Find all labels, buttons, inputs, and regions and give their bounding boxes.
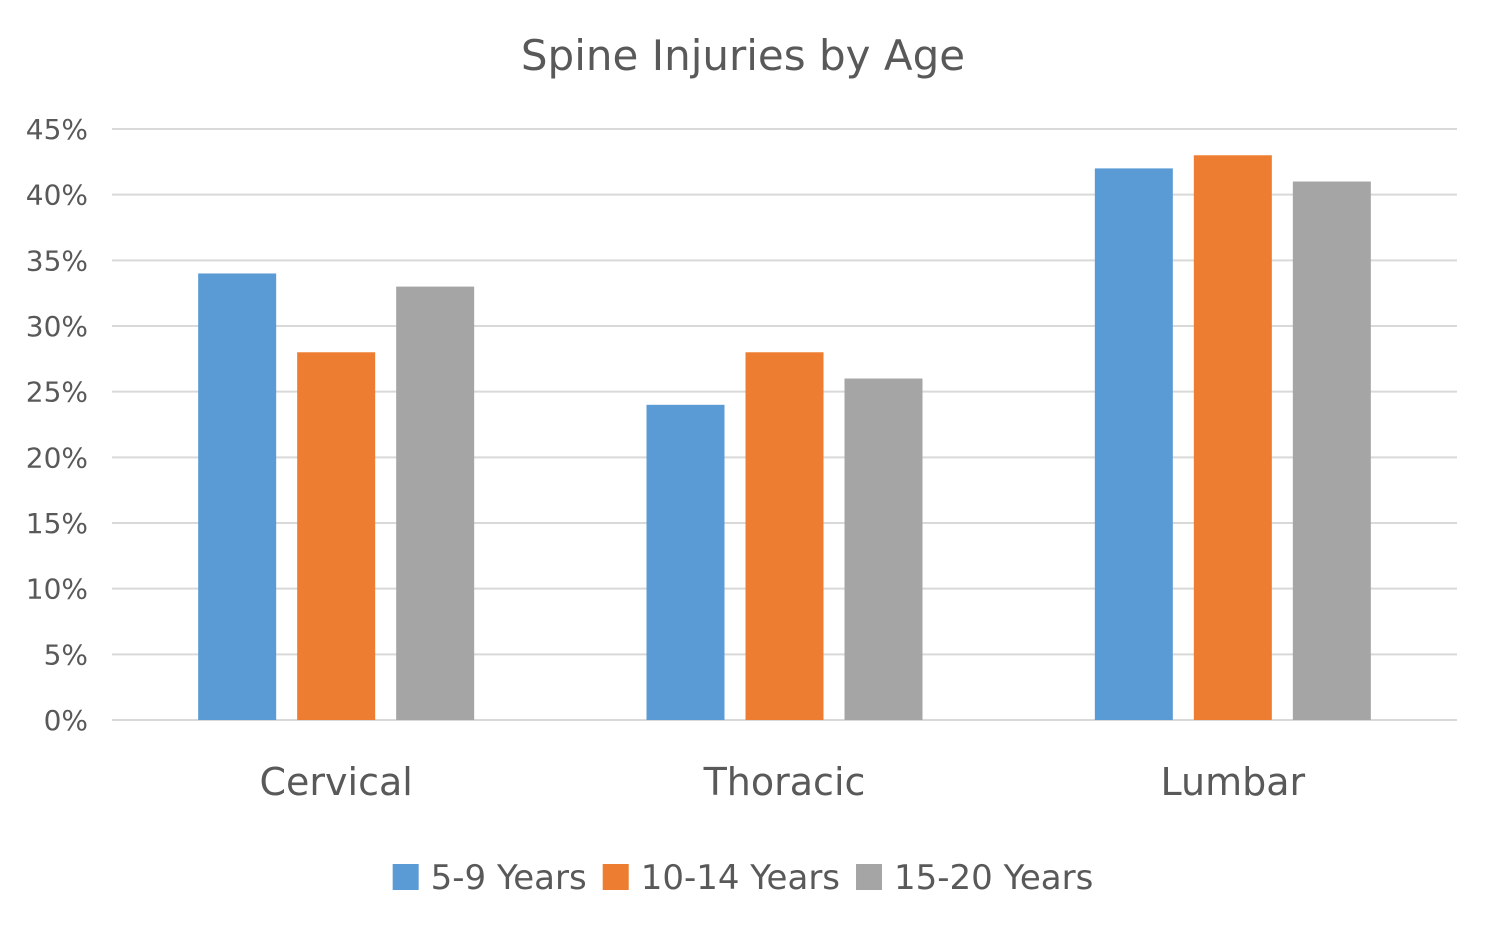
y-tick-label: 5% — [44, 638, 88, 671]
chart-title: Spine Injuries by Age — [521, 31, 965, 80]
bar — [745, 352, 824, 720]
bars — [198, 155, 1371, 721]
legend-label: 15-20 Years — [894, 858, 1093, 898]
y-tick-label: 0% — [44, 704, 88, 737]
x-tick-label: Thoracic — [703, 760, 866, 804]
bar — [396, 286, 475, 720]
x-axis: Cervical Thoracic Lumbar — [260, 760, 1306, 804]
y-axis: 0% 5% 10% 15% 20% 25% 30% 35% 40% 45% — [26, 113, 88, 737]
y-tick-label: 25% — [26, 376, 88, 409]
y-tick-label: 45% — [26, 113, 88, 146]
x-tick-label: Cervical — [260, 760, 413, 804]
bar — [198, 273, 277, 720]
y-tick-label: 10% — [26, 573, 88, 606]
y-tick-label: 40% — [26, 179, 88, 212]
legend: 5-9 Years 10-14 Years 15-20 Years — [392, 858, 1093, 898]
x-tick-label: Lumbar — [1161, 760, 1306, 804]
y-tick-label: 15% — [26, 507, 88, 540]
y-tick-label: 35% — [26, 244, 88, 277]
legend-label: 5-9 Years — [431, 858, 587, 898]
bar — [646, 404, 725, 720]
legend-swatch — [856, 864, 883, 890]
bar — [297, 352, 376, 720]
bar — [1292, 181, 1371, 721]
bar — [1094, 168, 1173, 720]
bar — [844, 378, 923, 720]
y-tick-label: 30% — [26, 310, 88, 343]
legend-label: 10-14 Years — [641, 858, 840, 898]
y-tick-label: 20% — [26, 441, 88, 474]
legend-swatch — [602, 864, 629, 890]
legend-swatch — [392, 864, 419, 890]
bar — [1193, 155, 1272, 720]
